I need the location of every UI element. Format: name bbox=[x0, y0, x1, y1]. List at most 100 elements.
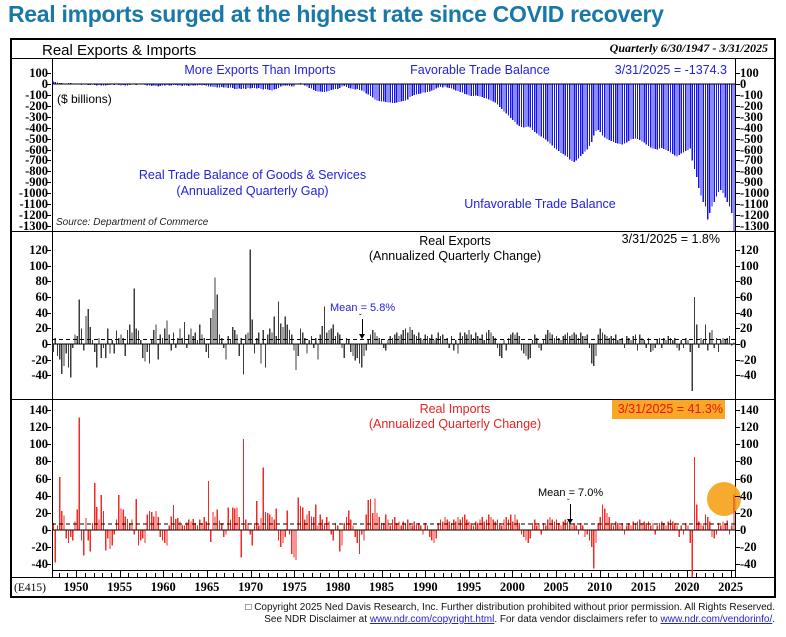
bar bbox=[665, 340, 667, 345]
bar bbox=[297, 497, 299, 530]
bar bbox=[700, 337, 702, 345]
panel-divider-1 bbox=[10, 231, 776, 232]
bar bbox=[625, 336, 628, 345]
bar bbox=[315, 504, 317, 530]
bar bbox=[698, 521, 700, 530]
bar bbox=[573, 83, 575, 163]
x-tick-mark bbox=[407, 573, 409, 577]
bar bbox=[258, 83, 260, 88]
bar bbox=[667, 521, 669, 530]
annotation-unfavorable: Unfavorable Trade Balance bbox=[464, 197, 616, 211]
bar bbox=[354, 529, 356, 537]
bar bbox=[214, 83, 216, 88]
x-tick-mark bbox=[119, 570, 121, 577]
bar bbox=[319, 83, 321, 92]
y-tick-label: -40 bbox=[31, 368, 48, 383]
bar bbox=[118, 494, 120, 530]
x-tick-mark bbox=[364, 573, 365, 577]
x-tick-mark bbox=[241, 573, 243, 577]
bar bbox=[277, 529, 280, 541]
bar bbox=[286, 83, 288, 86]
bar bbox=[520, 83, 523, 128]
y-tick-mark bbox=[735, 265, 740, 267]
bar bbox=[385, 344, 387, 351]
bar bbox=[308, 83, 310, 88]
bar bbox=[418, 83, 420, 94]
bar bbox=[560, 525, 562, 530]
bar bbox=[630, 83, 632, 140]
bar bbox=[104, 529, 107, 551]
bar bbox=[709, 83, 711, 213]
x-tick-mark bbox=[67, 573, 69, 577]
bar bbox=[319, 514, 321, 530]
bar bbox=[634, 83, 637, 139]
bar bbox=[72, 344, 74, 348]
bar bbox=[641, 337, 643, 345]
exports-mean-arrowhead bbox=[359, 334, 365, 339]
y-tick-mark bbox=[46, 410, 51, 411]
bar bbox=[273, 83, 275, 90]
bar bbox=[164, 328, 166, 345]
bar bbox=[706, 83, 709, 220]
bar bbox=[720, 83, 722, 190]
bar bbox=[306, 83, 308, 87]
bar bbox=[499, 83, 501, 107]
footer-link[interactable]: www.ndr.com/copyright.html bbox=[369, 614, 495, 625]
bar bbox=[518, 523, 521, 530]
y-tick-label: 0 bbox=[41, 522, 48, 537]
y-tick-label: -700 bbox=[740, 153, 763, 168]
bar bbox=[590, 529, 593, 548]
bar bbox=[157, 344, 159, 360]
x-tick-mark bbox=[372, 573, 374, 577]
bar bbox=[674, 523, 676, 530]
bar bbox=[363, 529, 365, 541]
bar bbox=[271, 83, 273, 91]
bar bbox=[639, 519, 641, 530]
bar bbox=[148, 83, 151, 86]
y-tick-label: 40 bbox=[740, 488, 753, 503]
bar bbox=[94, 482, 96, 530]
bar bbox=[150, 340, 153, 345]
bar bbox=[212, 83, 214, 87]
y-tick-mark bbox=[735, 512, 740, 514]
footer-link[interactable]: www.ndr.com/vendorinfo/ bbox=[660, 614, 773, 625]
x-tick-mark bbox=[285, 573, 287, 577]
bar bbox=[643, 83, 645, 143]
x-tick-mark bbox=[145, 573, 147, 577]
highlight-box bbox=[612, 400, 725, 419]
x-tick-mark bbox=[215, 573, 217, 577]
bar bbox=[398, 336, 400, 345]
x-axis-year-label: 2025 bbox=[718, 580, 744, 594]
bar bbox=[625, 525, 628, 530]
bar bbox=[376, 83, 378, 101]
bar bbox=[713, 344, 715, 348]
exports-mean-arrow-tail: ˇ bbox=[359, 313, 362, 322]
bar bbox=[711, 83, 713, 207]
bar bbox=[571, 525, 573, 530]
bar bbox=[569, 336, 571, 345]
x-tick-mark bbox=[320, 573, 322, 577]
x-tick-mark bbox=[730, 570, 732, 577]
bar bbox=[444, 340, 446, 345]
bar bbox=[492, 83, 494, 102]
bar bbox=[98, 83, 100, 86]
bar bbox=[713, 529, 715, 539]
bar bbox=[205, 344, 207, 352]
bar bbox=[647, 83, 650, 147]
bar bbox=[218, 520, 221, 530]
bar bbox=[135, 499, 137, 530]
y-tick-mark bbox=[735, 116, 740, 118]
bar bbox=[685, 83, 687, 152]
bar bbox=[297, 344, 299, 356]
y-tick-mark bbox=[735, 375, 740, 377]
bar bbox=[733, 83, 735, 231]
bar bbox=[505, 344, 507, 351]
exports-mean-arrow bbox=[362, 319, 363, 334]
y-tick-label: 140 bbox=[29, 402, 48, 417]
bar bbox=[680, 525, 683, 530]
bar bbox=[582, 83, 584, 154]
bar bbox=[277, 83, 280, 88]
bar bbox=[144, 344, 146, 362]
x-tick-mark bbox=[608, 573, 610, 577]
bar bbox=[135, 83, 137, 86]
